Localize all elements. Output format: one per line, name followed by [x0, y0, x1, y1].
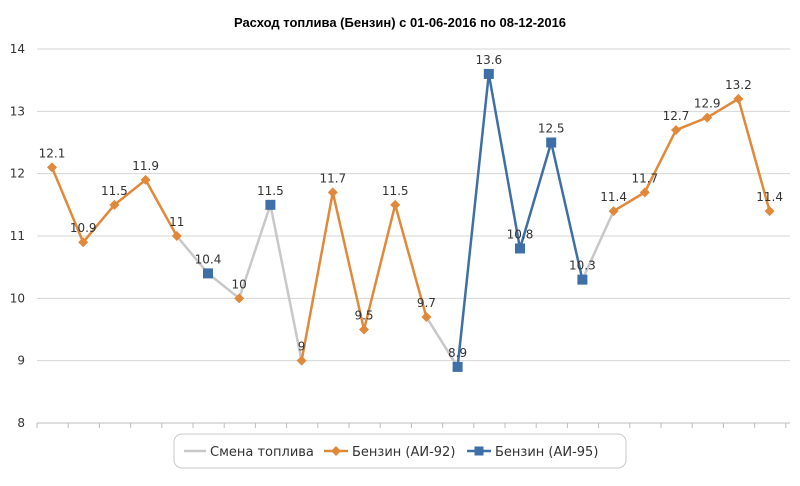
line-segment-ai92	[362, 203, 397, 331]
data-label: 11	[169, 215, 184, 229]
y-tick-label: 13	[10, 104, 25, 118]
line-segment-ai92	[674, 116, 709, 132]
y-tick-label: 10	[10, 291, 25, 305]
data-point-ai92	[78, 237, 89, 248]
data-point-ai92	[296, 355, 307, 366]
data-label: 12.1	[39, 146, 66, 160]
line-segment-change	[581, 209, 615, 281]
line-segment-ai95	[549, 141, 584, 281]
data-label: 9.5	[354, 309, 373, 323]
x-axis	[36, 422, 790, 428]
data-point-ai95	[515, 243, 525, 254]
data-label: 10.4	[195, 252, 222, 266]
data-point-ai92	[109, 199, 120, 210]
data-point-ai92	[327, 187, 338, 198]
line-segment-change	[206, 272, 241, 300]
data-label: 11.4	[600, 190, 627, 204]
data-label: 12.7	[663, 109, 690, 123]
data-point-ai92	[47, 162, 57, 173]
line-segment-ai95	[518, 141, 553, 250]
line-segment-ai92	[737, 97, 771, 213]
legend-diamond-marker	[331, 446, 341, 456]
legend-item-ai92[interactable]: Бензин (АИ-92)	[324, 445, 455, 460]
data-point-ai92	[359, 324, 369, 335]
line-segment-ai92	[643, 128, 678, 194]
line-segment-change	[425, 315, 459, 369]
data-point-ai92	[733, 93, 744, 104]
data-label: 11.7	[631, 171, 658, 185]
line-segment-ai92	[81, 203, 116, 244]
line-segment-ai95	[487, 72, 522, 250]
data-point-ai92	[764, 206, 775, 217]
data-point-ai95	[203, 268, 213, 279]
data-label: 13.2	[725, 78, 752, 92]
line-segment-ai92	[705, 97, 740, 119]
legend-label-ai95: Бензин (АИ-95)	[495, 445, 598, 460]
legend: Смена топлива Бензин (АИ-92) Бензин (АИ-…	[173, 433, 627, 469]
line-segment-ai95	[456, 72, 491, 369]
data-point-ai92	[140, 174, 151, 185]
line-segment-ai92	[113, 178, 147, 207]
data-label: 11.5	[382, 184, 409, 198]
data-label: 10	[232, 277, 247, 291]
grid-lines	[37, 48, 790, 362]
y-tick-label: 11	[10, 229, 25, 243]
data-label: 11.5	[257, 184, 284, 198]
data-point-ai95	[265, 199, 276, 210]
data-point-ai92	[234, 293, 245, 304]
data-label: 11.7	[319, 171, 346, 185]
data-label: 11.4	[756, 190, 783, 204]
chart-title: Расход топлива (Бензин) с 01-06-2016 по …	[234, 15, 566, 30]
series-lines	[50, 72, 771, 369]
data-label: 11.5	[101, 184, 128, 198]
data-point-ai92	[671, 125, 681, 136]
series-markers	[47, 68, 775, 372]
data-label: 13.6	[475, 53, 502, 67]
line-segment-ai92	[612, 191, 647, 213]
y-tick-label: 9	[17, 354, 25, 368]
data-labels: 12.1 10.9 11.5 11.9 11 10.4 10 11.5 9 11.7 9.5 11.5…	[39, 53, 783, 360]
line-segment-ai92	[331, 191, 366, 331]
legend-label-ai92: Бензин (АИ-92)	[352, 445, 455, 460]
legend-label-change: Смена топлива	[210, 445, 314, 460]
line-segment-ai92	[144, 178, 179, 238]
data-label: 10.8	[507, 227, 534, 241]
data-point-ai92	[608, 206, 619, 217]
legend-item-change[interactable]: Смена топлива	[184, 445, 314, 460]
y-tick-label: 12	[10, 167, 25, 181]
line-segment-change	[237, 203, 272, 300]
data-label: 12.9	[694, 97, 721, 111]
data-point-ai92	[639, 187, 650, 198]
line-segment-change	[175, 234, 210, 275]
data-label: 9.7	[417, 296, 436, 310]
line-segment-ai92	[300, 191, 335, 362]
y-tick-label: 14	[10, 42, 25, 56]
legend-item-ai95[interactable]: Бензин (АИ-95)	[467, 445, 598, 460]
data-label: 12.5	[538, 122, 565, 136]
data-point-ai92	[421, 312, 432, 323]
data-point-ai95	[452, 361, 463, 372]
data-point-ai95	[546, 137, 557, 148]
y-tick-label: 8	[17, 416, 25, 430]
legend-box	[173, 433, 627, 469]
data-point-ai92	[390, 199, 401, 210]
data-point-ai92	[702, 112, 713, 123]
data-label: 11.9	[132, 159, 159, 173]
data-label: 8.9	[448, 346, 467, 360]
data-point-ai95	[483, 68, 494, 79]
legend-square-marker	[474, 446, 484, 456]
data-point-ai92	[171, 231, 182, 241]
line-segment-ai92	[50, 166, 85, 244]
data-label: 9	[298, 340, 306, 354]
y-axis-tick-labels: 8 9 10 11 12 13 14	[10, 42, 25, 430]
data-label: 10.9	[70, 221, 97, 235]
line-segment-ai92	[393, 203, 428, 319]
line-segment-change	[269, 203, 303, 362]
data-point-ai95	[577, 274, 588, 285]
data-label: 10.3	[569, 259, 596, 273]
